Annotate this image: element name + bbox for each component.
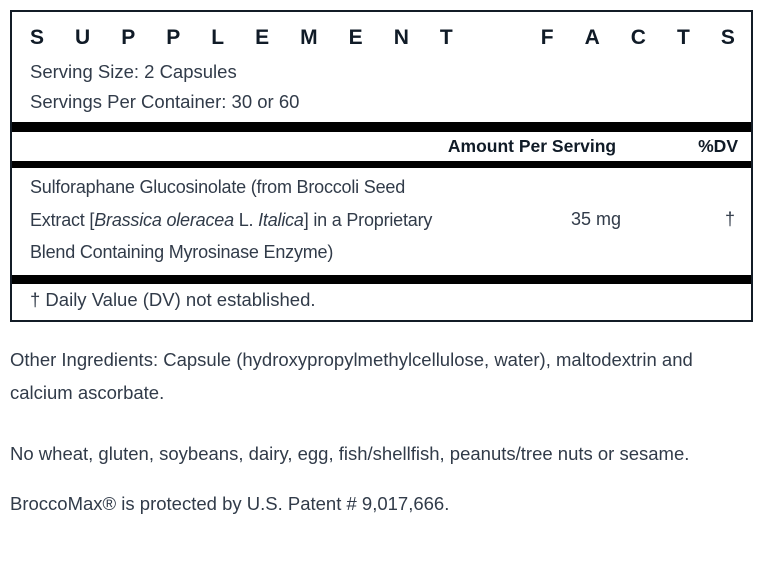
divider-bar-top	[12, 122, 751, 132]
other-ingredients-text: Other Ingredients: Capsule (hydroxypropy…	[10, 348, 693, 403]
column-header-row: Amount Per Serving %DV	[12, 132, 751, 161]
ingredient-amount: 35 mg	[570, 209, 622, 230]
percent-dv-header: %DV	[698, 136, 738, 156]
serving-size-text: Serving Size: 2 Capsules	[30, 61, 237, 82]
divider-bar-header	[12, 161, 751, 168]
patent-statement-text: BroccoMax® is protected by U.S. Patent #…	[10, 492, 450, 514]
servings-per-container-text: Servings Per Container: 30 or 60	[30, 91, 300, 112]
label-notes: Other Ingredients: Capsule (hydroxypropy…	[10, 343, 750, 520]
divider-bar-footnote	[12, 274, 751, 284]
ingredient-dv: †	[724, 209, 735, 230]
allergen-statement-text: No wheat, gluten, soybeans, dairy, egg, …	[10, 442, 690, 464]
amount-per-serving-header: Amount Per Serving	[447, 136, 617, 156]
ingredient-row: Sulforaphane Glucosinolate (from Broccol…	[12, 168, 751, 275]
daily-value-footnote: † Daily Value (DV) not established.	[30, 288, 316, 310]
ingredient-name: Sulforaphane Glucosinolate (from Broccol…	[30, 177, 433, 262]
